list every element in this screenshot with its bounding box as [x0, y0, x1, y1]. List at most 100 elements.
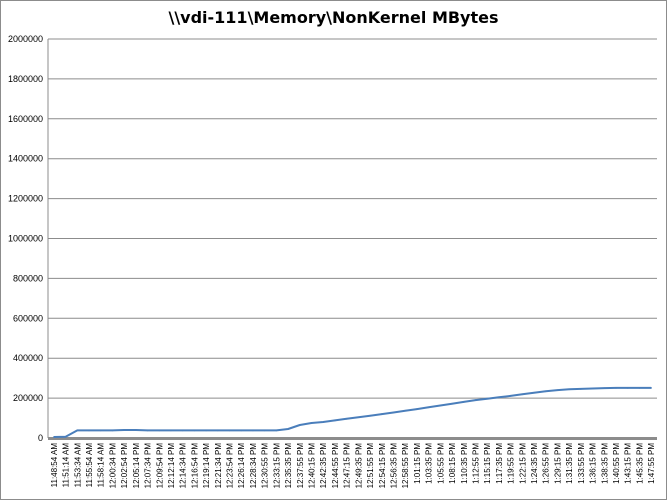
- x-tick-label: 1:03:35 PM: [425, 443, 434, 484]
- x-tick-label: 12:19:14 PM: [202, 443, 211, 489]
- x-tick-label: 1:36:15 PM: [589, 443, 598, 484]
- y-tick-label: 600000: [13, 313, 43, 323]
- x-tick-label: 11:55:54 AM: [85, 443, 94, 488]
- x-tick-label: 11:48:54 AM: [50, 443, 59, 488]
- x-tick-label: 1:40:55 PM: [612, 443, 621, 484]
- data-point: [111, 429, 114, 432]
- x-tick-label: 12:16:54 PM: [190, 443, 199, 489]
- x-tick-label: 1:17:35 PM: [495, 443, 504, 484]
- x-tick-label: 12:33:15 PM: [272, 443, 281, 489]
- data-point: [486, 397, 488, 400]
- x-tick-label: 12:21:34 PM: [214, 443, 223, 489]
- x-tick-label: 1:43:15 PM: [624, 443, 633, 484]
- x-tick-label: 12:42:35 PM: [319, 443, 328, 489]
- data-point: [193, 429, 196, 432]
- x-tick-label: 1:15:15 PM: [483, 443, 492, 484]
- x-tick-label: 1:08:15 PM: [448, 443, 457, 484]
- x-tick-label: 12:05:14 PM: [132, 443, 141, 489]
- data-point: [181, 429, 184, 432]
- data-point: [205, 429, 207, 432]
- x-tick-label: 11:53:34 AM: [73, 443, 82, 488]
- x-tick-label: 11:58:14 AM: [97, 443, 106, 488]
- x-tick-label: 12:12:14 PM: [167, 443, 176, 489]
- data-point: [99, 429, 102, 432]
- x-tick-label: 1:38:35 PM: [600, 443, 609, 484]
- x-tick-label: 1:19:55 PM: [507, 443, 516, 484]
- data-point: [603, 387, 606, 389]
- x-tick-label: 12:02:54 PM: [120, 443, 129, 489]
- x-tick-label: 12:26:14 PM: [237, 443, 246, 489]
- data-point: [369, 414, 371, 417]
- data-point: [568, 388, 570, 391]
- x-tick-label: 12:49:35 PM: [354, 443, 363, 489]
- data-point: [146, 429, 149, 432]
- x-tick-label: 12:47:15 PM: [343, 443, 352, 489]
- y-tick-label: 1600000: [8, 114, 43, 124]
- x-tick-label: 1:45:35 PM: [635, 443, 644, 484]
- data-point: [580, 388, 582, 390]
- data-point: [263, 429, 266, 432]
- data-point: [638, 387, 641, 389]
- data-point: [357, 416, 360, 419]
- x-tick-label: 12:09:54 PM: [155, 443, 164, 489]
- y-tick-label: 0: [38, 433, 43, 443]
- y-tick-label: 400000: [13, 353, 43, 363]
- data-point: [275, 429, 278, 432]
- data-point: [88, 429, 90, 432]
- x-tick-label: 12:51:55 PM: [366, 443, 375, 489]
- x-tick-label: 1:22:15 PM: [518, 443, 527, 484]
- data-point: [334, 419, 336, 422]
- data-point: [240, 429, 243, 432]
- x-tick-label: 1:29:15 PM: [553, 443, 562, 484]
- data-point: [498, 396, 500, 399]
- x-tick-label: 12:54:15 PM: [378, 443, 387, 489]
- data-point: [217, 429, 219, 432]
- data-point: [462, 401, 465, 403]
- x-tick-label: 1:24:35 PM: [530, 443, 539, 484]
- data-point: [135, 429, 137, 431]
- y-tick-label: 1800000: [8, 74, 43, 84]
- chart-title: \\vdi-111\Memory\NonKernel MBytes: [168, 8, 499, 27]
- y-tick-label: 200000: [13, 393, 43, 403]
- data-point: [287, 428, 289, 430]
- y-tick-label: 800000: [13, 273, 43, 283]
- data-point: [345, 418, 348, 420]
- data-point: [474, 399, 477, 401]
- data-point: [544, 390, 547, 393]
- x-tick-label: 1:47:55 PM: [647, 443, 656, 484]
- x-tick-label: 12:35:35 PM: [284, 443, 293, 489]
- data-point: [170, 429, 172, 432]
- data-point: [252, 429, 254, 432]
- x-tick-label: 12:44:55 PM: [331, 443, 340, 489]
- data-point: [591, 387, 594, 390]
- x-tick-label: 12:07:34 PM: [144, 443, 153, 489]
- data-point: [298, 424, 301, 426]
- data-point: [439, 404, 442, 407]
- data-point: [521, 393, 524, 396]
- data-point: [380, 413, 383, 415]
- x-tick-label: 1:12:55 PM: [471, 443, 480, 484]
- data-point: [615, 387, 617, 389]
- data-point: [451, 402, 453, 405]
- x-tick-label: 12:00:34 PM: [108, 443, 117, 489]
- data-point: [392, 411, 395, 414]
- data-point: [427, 406, 430, 409]
- series-line: [53, 386, 652, 438]
- x-tick-label: 12:37:55 PM: [296, 443, 305, 489]
- data-point: [322, 421, 325, 423]
- data-point: [404, 409, 407, 412]
- data-point: [76, 429, 79, 432]
- y-tick-label: 1000000: [8, 234, 43, 244]
- x-tick-label: 1:10:35 PM: [460, 443, 469, 484]
- data-point: [158, 429, 161, 432]
- x-tick-label: 12:30:55 PM: [261, 443, 270, 489]
- x-tick-label: 12:58:55 PM: [401, 443, 410, 489]
- y-tick-label: 1200000: [8, 194, 43, 204]
- y-tick-label: 1400000: [8, 154, 43, 164]
- x-tick-label: 1:05:55 PM: [436, 443, 445, 484]
- x-tick-label: 12:28:34 PM: [249, 443, 258, 489]
- data-point: [123, 429, 125, 431]
- data-point: [509, 395, 512, 397]
